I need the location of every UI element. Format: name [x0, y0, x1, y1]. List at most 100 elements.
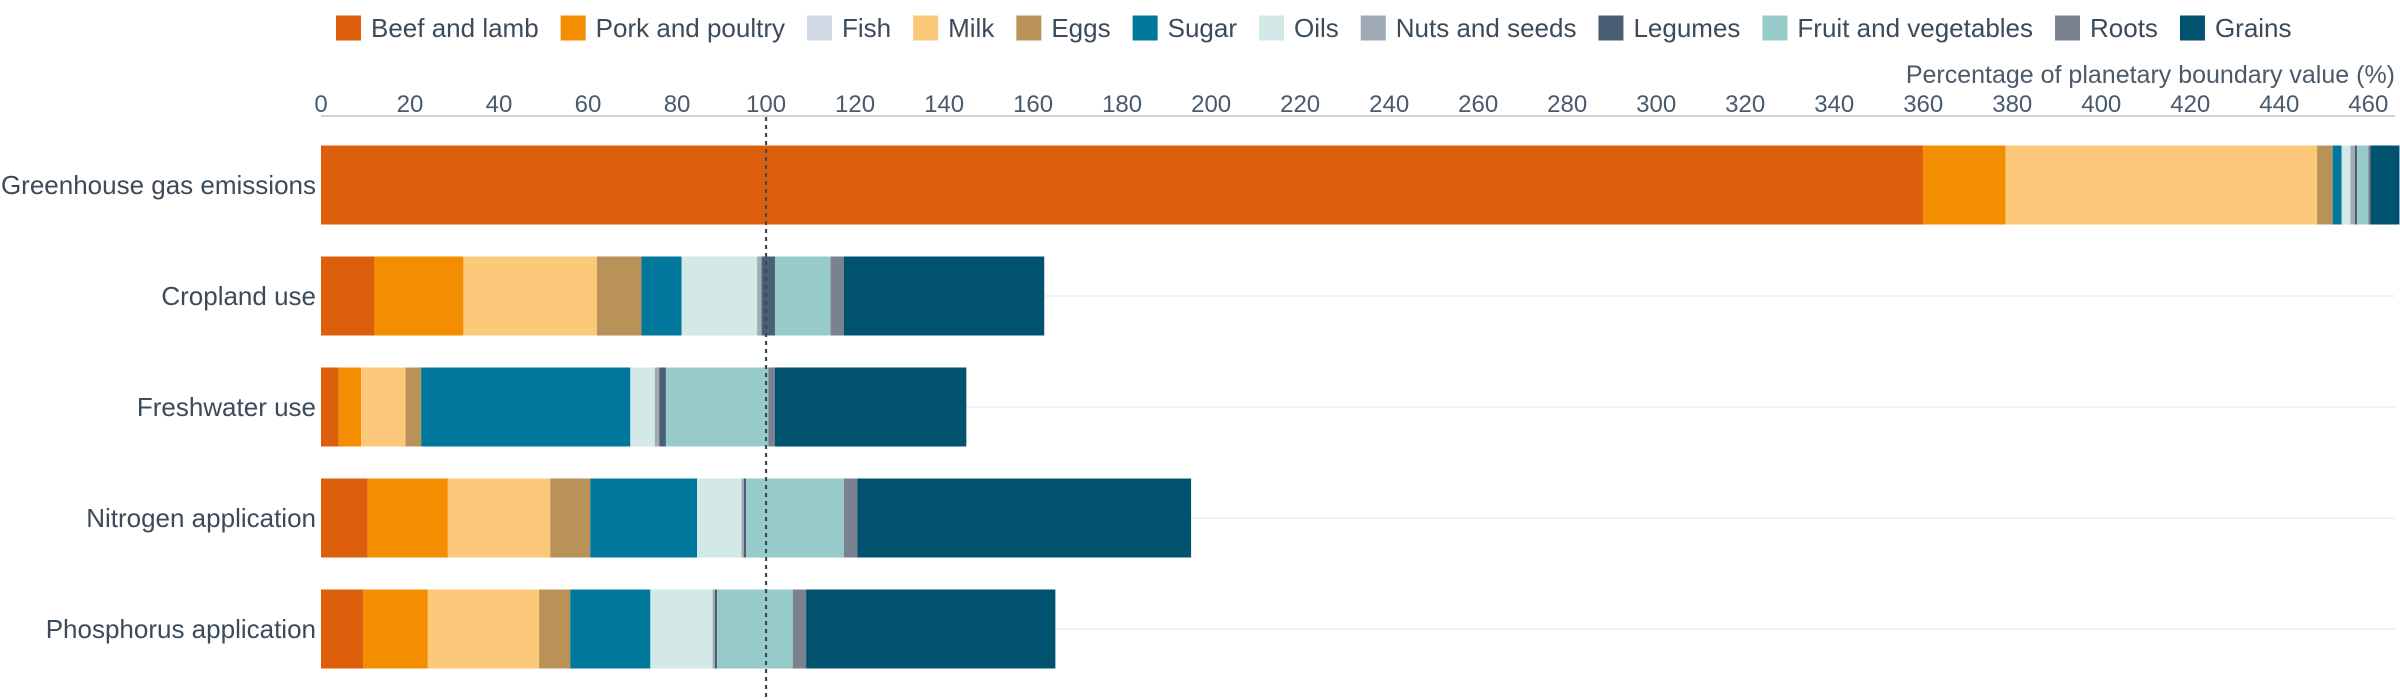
bar-segment-milk — [361, 367, 406, 447]
x-tick-label: 220 — [1280, 91, 1320, 118]
x-tick-label: 280 — [1547, 91, 1587, 118]
legend-item-sugar: Sugar — [1132, 13, 1238, 43]
x-tick-label: 80 — [664, 91, 691, 118]
bar-segment-fruit-and-vegetables — [717, 589, 793, 669]
legend-item-beef-and-lamb: Beef and lamb — [336, 13, 539, 43]
category-label: Greenhouse gas emissions — [1, 170, 316, 200]
bar-segment-fruit-and-vegetables — [774, 256, 831, 336]
category-label: Nitrogen application — [86, 503, 316, 533]
bar-segment-pork-and-poultry — [374, 256, 464, 336]
bar-segment-oils — [650, 589, 713, 669]
bar-segment-milk — [427, 589, 540, 669]
legend-swatch — [2055, 15, 2081, 41]
bar-segment-beef-and-lamb — [321, 367, 339, 447]
bar-segment-eggs — [539, 589, 571, 669]
x-tick-label: 0 — [314, 91, 327, 118]
bar-segment-sugar — [421, 367, 631, 447]
x-tick-label: 240 — [1369, 91, 1409, 118]
bar-segment-roots — [792, 589, 807, 669]
legend: Beef and lamb Pork and poultry Fish Milk Egg… — [336, 13, 2292, 43]
legend-label: Pork and poultry — [596, 13, 785, 43]
x-tick-label: 400 — [2081, 91, 2121, 118]
bar-segment-sugar — [641, 256, 682, 336]
legend-label: Nuts and seeds — [1396, 13, 1577, 43]
legend-label: Roots — [2090, 13, 2158, 43]
category-labels: Greenhouse gas emissions Cropland use Fres… — [1, 170, 316, 644]
bar-segment-roots — [843, 478, 858, 558]
bar-segment-grains — [806, 589, 1056, 669]
x-tick-label: 180 — [1102, 91, 1142, 118]
legend-item-nuts-and-seeds: Nuts and seeds — [1360, 13, 1577, 43]
bar-segment-sugar — [2332, 145, 2342, 225]
bar-phosphorus-application — [321, 589, 1056, 669]
bar-segment-grains — [2370, 145, 2400, 225]
x-tick-label: 100 — [746, 91, 786, 118]
bar-nitrogen-application — [321, 478, 1192, 558]
legend-swatch — [913, 15, 939, 41]
bar-greenhouse-gas-emissions — [321, 145, 2400, 225]
legend-label: Sugar — [1168, 13, 1238, 43]
legend-item-roots: Roots — [2055, 13, 2158, 43]
bar-segment-milk — [463, 256, 597, 336]
legend-label: Fish — [842, 13, 891, 43]
x-tick-label: 320 — [1725, 91, 1765, 118]
bar-segment-legumes — [714, 589, 718, 669]
bar-segment-beef-and-lamb — [321, 256, 375, 336]
x-tick-label: 440 — [2259, 91, 2299, 118]
bar-segment-roots — [768, 367, 775, 447]
bar-segment-pork-and-poultry — [363, 589, 428, 669]
bar-segment-nuts-and-seeds — [741, 478, 744, 558]
bar-segment-oils — [630, 367, 655, 447]
legend-label: Legumes — [1633, 13, 1740, 43]
x-tick-label: 200 — [1191, 91, 1231, 118]
legend-label: Milk — [948, 13, 995, 43]
bar-segment-legumes — [659, 367, 666, 447]
legend-label: Fruit and vegetables — [1797, 13, 2033, 43]
category-label: Phosphorus application — [46, 614, 316, 644]
bar-segment-pork-and-poultry — [338, 367, 362, 447]
legend-swatch — [1132, 15, 1158, 41]
legend-item-fish: Fish — [807, 13, 891, 43]
bar-segment-oils — [2341, 145, 2351, 225]
bar-segment-oils — [681, 256, 758, 336]
legend-item-legumes: Legumes — [1598, 13, 1740, 43]
bar-segment-fruit-and-vegetables — [746, 478, 844, 558]
bar-segment-eggs — [2317, 145, 2333, 225]
bar-segment-milk — [2005, 145, 2318, 225]
bar-segment-sugar — [590, 478, 698, 558]
x-axis: Percentage of planetary boundary value (… — [314, 61, 2395, 118]
x-tick-label: 20 — [397, 91, 424, 118]
x-tick-label: 360 — [1903, 91, 1943, 118]
legend-swatch — [2179, 15, 2205, 41]
legend-item-oils: Oils — [1259, 13, 1339, 43]
bar-segment-oils — [697, 478, 742, 558]
legend-swatch — [1259, 15, 1284, 41]
bar-segment-fruit-and-vegetables — [2357, 145, 2369, 225]
bar-segment-legumes — [761, 256, 775, 336]
x-tick-label: 260 — [1458, 91, 1498, 118]
legend-swatch — [1016, 15, 1042, 41]
legend-label: Oils — [1294, 13, 1339, 43]
bar-segment-grains — [857, 478, 1192, 558]
x-tick-label: 40 — [486, 91, 513, 118]
bar-segment-beef-and-lamb — [321, 145, 1924, 225]
category-label: Cropland use — [161, 281, 316, 311]
bar-segment-beef-and-lamb — [321, 478, 368, 558]
bar-segment-beef-and-lamb — [321, 589, 364, 669]
x-axis-title: Percentage of planetary boundary value (… — [1906, 61, 2395, 89]
bar-segment-milk — [447, 478, 551, 558]
bar-segment-nuts-and-seeds — [757, 256, 762, 336]
x-tick-label: 380 — [1992, 91, 2032, 118]
x-tick-label: 460 — [2348, 91, 2388, 118]
bars — [321, 145, 2400, 669]
legend-swatch — [1360, 15, 1386, 41]
legend-swatch — [560, 15, 586, 41]
legend-swatch — [336, 15, 361, 41]
bar-cropland-use — [321, 256, 1045, 336]
x-tick-label: 120 — [835, 91, 875, 118]
bar-segment-sugar — [570, 589, 651, 669]
legend-item-pork-and-poultry: Pork and poultry — [560, 13, 785, 43]
x-tick-label: 160 — [1013, 91, 1053, 118]
legend-swatch — [1762, 15, 1788, 41]
